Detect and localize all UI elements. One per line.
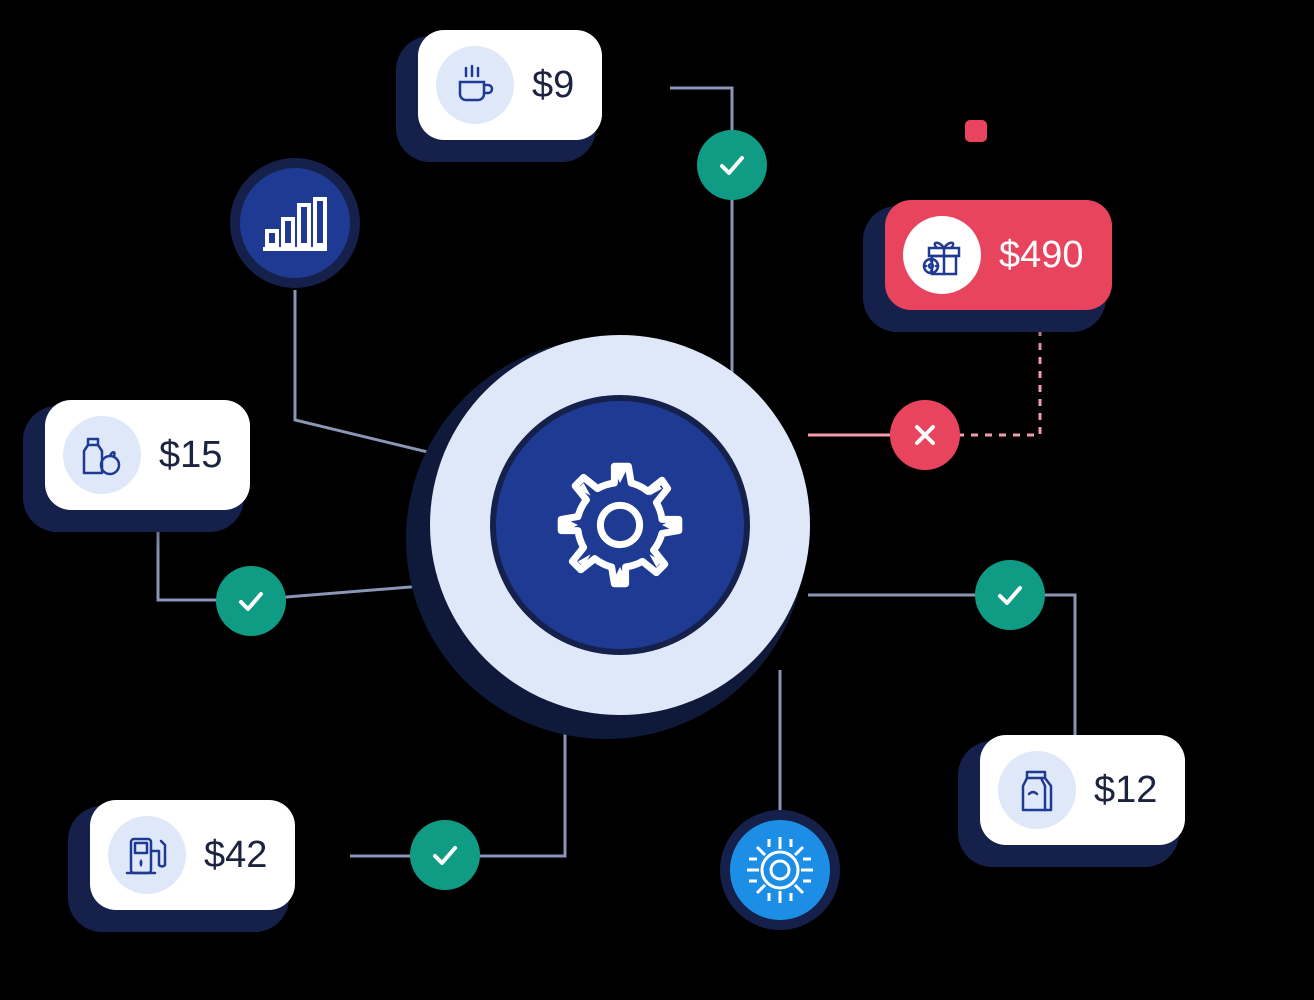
bar-chart-node xyxy=(230,158,360,288)
gift-box-icon xyxy=(903,216,981,294)
check-icon xyxy=(233,583,269,619)
status-check-fuel xyxy=(410,820,480,890)
status-check-coffee xyxy=(697,130,767,200)
expense-amount: $490 xyxy=(999,234,1084,277)
expense-card-coffee: $9 xyxy=(418,30,602,140)
groceries-icon xyxy=(63,416,141,494)
status-check-groceries xyxy=(216,566,286,636)
milk-carton-icon xyxy=(998,751,1076,829)
status-cross-gift xyxy=(890,400,960,470)
coffee-cup-icon xyxy=(436,46,514,124)
expense-amount: $42 xyxy=(204,834,267,877)
expense-card-groceries: $15 xyxy=(45,400,250,510)
central-hub-inner xyxy=(490,395,750,655)
chip-node xyxy=(720,810,840,930)
central-hub xyxy=(430,335,810,715)
expense-amount: $12 xyxy=(1094,769,1157,812)
chip-gear-icon xyxy=(745,835,815,905)
expense-amount: $9 xyxy=(532,64,574,107)
red-accent-dot xyxy=(965,120,987,142)
check-icon xyxy=(992,577,1028,613)
gear-icon xyxy=(550,455,690,595)
expense-card-gift: $490 xyxy=(885,200,1112,310)
diagram-canvas: $9 $490 xyxy=(0,0,1314,1000)
cross-icon xyxy=(909,419,941,451)
check-icon xyxy=(427,837,463,873)
bar-chart-icon xyxy=(263,195,327,251)
fuel-pump-icon xyxy=(108,816,186,894)
status-check-milk xyxy=(975,560,1045,630)
expense-card-fuel: $42 xyxy=(90,800,295,910)
expense-amount: $15 xyxy=(159,434,222,477)
check-icon xyxy=(714,147,750,183)
expense-card-milk: $12 xyxy=(980,735,1185,845)
